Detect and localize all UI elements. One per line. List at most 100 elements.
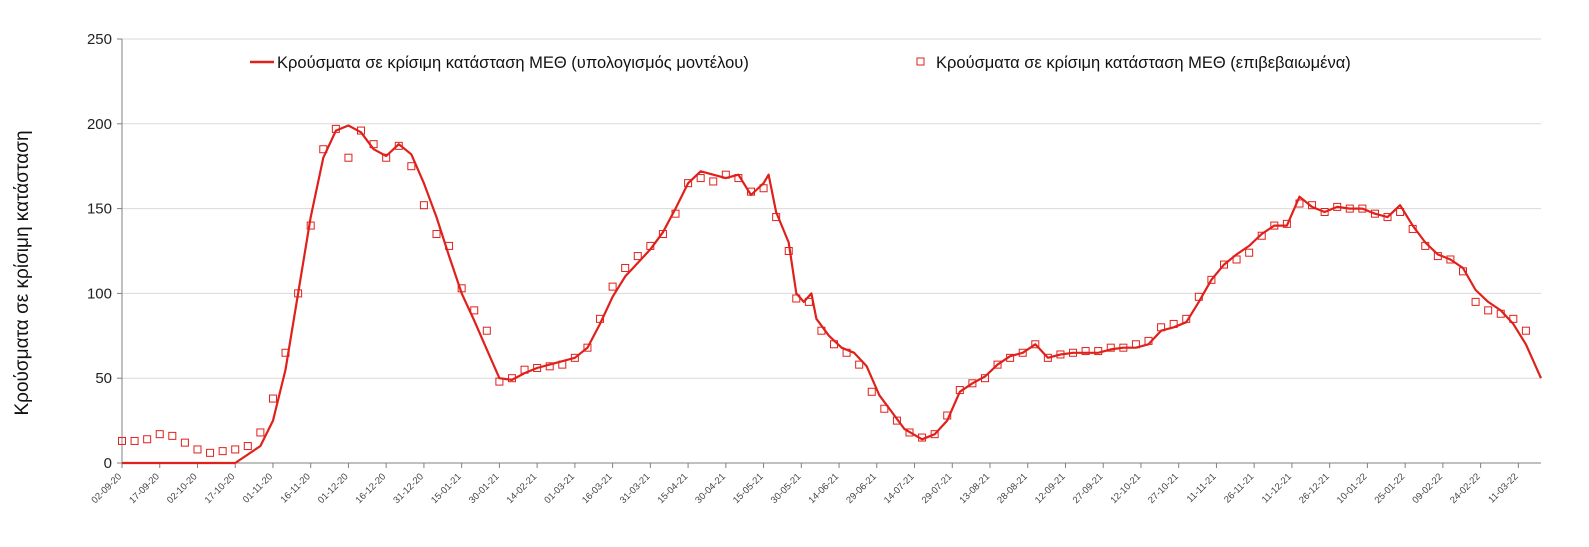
x-tick-label-23: 13-08-21 <box>957 471 992 506</box>
confirmed-point-11 <box>256 428 265 437</box>
x-tick-label-33: 10-01-22 <box>1335 471 1370 506</box>
confirmed-point-88 <box>1219 260 1228 269</box>
x-tick-label-19: 14-06-21 <box>806 471 841 506</box>
confirmed-point-47 <box>709 177 718 186</box>
x-tick-label-13: 16-03-21 <box>580 471 615 506</box>
x-tick-label-3: 17-10-20 <box>203 471 238 506</box>
confirmed-point-6 <box>193 445 202 454</box>
x-tick-label-5: 16-11-20 <box>279 471 313 505</box>
confirmed-point-41 <box>633 252 642 261</box>
confirmed-point-108 <box>1471 297 1480 306</box>
x-tick-label-27: 12-10-21 <box>1108 471 1143 506</box>
confirmed-point-112 <box>1521 326 1530 335</box>
confirmed-point-45 <box>684 179 693 188</box>
legend: Κρούσματα σε κρίσιμη κατάσταση ΜΕΘ (υπολ… <box>250 54 1351 72</box>
confirmed-point-8 <box>218 447 227 456</box>
confirmed-point-68 <box>968 379 977 388</box>
confirmed-point-9 <box>231 445 240 454</box>
y-tick-label-200: 200 <box>87 116 112 133</box>
legend-entry-confirmed: Κρούσματα σε κρίσιμη κατάσταση ΜΕΘ (επιβ… <box>936 54 1351 72</box>
x-tick-label-30: 26-11-21 <box>1222 471 1256 505</box>
legend-entry-model: Κρούσματα σε κρίσιμη κατάσταση ΜΕΘ (υπολ… <box>277 54 749 72</box>
x-tick-label-24: 28-08-21 <box>995 471 1030 506</box>
confirmed-point-93 <box>1282 219 1291 228</box>
confirmed-point-10 <box>243 442 252 451</box>
confirmed-point-96 <box>1320 207 1329 216</box>
y-axis-label: Κρούσματα σε κρίσιμη κατάσταση <box>12 130 33 415</box>
x-tick-label-2: 02-10-20 <box>165 471 200 506</box>
confirmed-point-51 <box>759 184 768 193</box>
confirmed-point-4 <box>168 431 177 440</box>
x-tick-label-1: 17-09-20 <box>127 471 162 506</box>
confirmed-point-39 <box>608 282 617 291</box>
confirmed-point-60 <box>867 387 876 396</box>
confirmed-point-40 <box>621 263 630 272</box>
confirmed-point-87 <box>1207 275 1216 284</box>
x-tick-label-11: 14-02-21 <box>505 471 540 506</box>
x-tick-label-28: 27-10-21 <box>1146 471 1181 506</box>
confirmed-point-91 <box>1257 231 1266 240</box>
confirmed-point-109 <box>1484 306 1493 315</box>
confirmed-point-29 <box>482 326 491 335</box>
confirmed-point-18 <box>344 153 353 162</box>
x-tick-label-26: 27-09-21 <box>1071 471 1106 506</box>
confirmed-point-73 <box>1031 340 1040 349</box>
line-layer <box>122 124 1543 465</box>
confirmed-point-65 <box>930 430 939 439</box>
grid-layer <box>122 38 1541 379</box>
x-tick-label-9: 15-01-21 <box>429 471 464 506</box>
x-tick-label-31: 11-12-21 <box>1260 471 1294 505</box>
confirmed-point-90 <box>1245 248 1254 257</box>
x-tick-label-14: 31-03-21 <box>618 471 653 506</box>
x-tick-label-4: 01-11-20 <box>241 471 275 505</box>
x-tick-label-15: 15-04-21 <box>656 471 691 506</box>
x-tick-label-10: 30-01-21 <box>467 471 502 506</box>
x-tick-label-25: 12-09-21 <box>1033 471 1068 506</box>
confirmed-point-7 <box>206 448 215 457</box>
confirmed-point-0 <box>118 436 126 445</box>
legend-square-swatch <box>916 57 925 66</box>
series-model-line <box>122 124 1543 465</box>
x-tick-label-20: 29-06-21 <box>844 471 879 506</box>
confirmed-point-77 <box>1081 347 1090 356</box>
x-tick-label-36: 24-02-22 <box>1448 471 1483 506</box>
y-tick-label-50: 50 <box>95 370 112 387</box>
confirmed-point-23 <box>407 162 416 171</box>
confirmed-point-5 <box>180 438 189 447</box>
x-tick-label-6: 01-12-20 <box>316 471 351 506</box>
confirmed-point-21 <box>382 153 391 162</box>
x-tick-label-0: 02-09-20 <box>89 471 124 506</box>
x-tick-label-16: 30-04-21 <box>693 471 728 506</box>
confirmed-point-24 <box>419 201 428 210</box>
confirmed-point-59 <box>855 360 864 369</box>
x-tick-label-22: 29-07-21 <box>920 471 955 506</box>
x-tick-label-35: 09-02-22 <box>1410 471 1445 506</box>
scatter-layer <box>118 124 1530 457</box>
confirmed-point-106 <box>1446 255 1455 264</box>
confirmed-point-61 <box>880 404 889 413</box>
x-tick-label-12: 01-03-21 <box>542 471 577 506</box>
confirmed-point-1 <box>130 436 139 445</box>
x-tick-label-17: 15-05-21 <box>731 471 766 506</box>
x-tick-label-8: 31-12-20 <box>391 471 426 506</box>
confirmed-point-2 <box>143 435 152 444</box>
x-tick-label-32: 26-12-21 <box>1297 471 1332 506</box>
x-tick-label-7: 16-12-20 <box>354 471 389 506</box>
confirmed-point-25 <box>432 230 441 239</box>
y-tick-label-250: 250 <box>87 31 112 48</box>
x-tick-label-18: 30-05-21 <box>769 471 804 506</box>
confirmed-point-70 <box>993 360 1002 369</box>
x-tick-label-21: 14-07-21 <box>882 471 917 506</box>
x-tick-label-37: 11-03-22 <box>1486 471 1520 505</box>
y-tick-label-0: 0 <box>104 455 112 472</box>
x-tick-label-34: 25-01-22 <box>1373 471 1408 506</box>
y-tick-label-100: 100 <box>87 285 112 302</box>
confirmed-point-46 <box>696 174 705 183</box>
confirmed-point-79 <box>1106 343 1115 352</box>
confirmed-point-37 <box>583 343 592 352</box>
y-tick-label-150: 150 <box>87 201 112 218</box>
x-tick-label-29: 11-11-21 <box>1185 471 1219 505</box>
